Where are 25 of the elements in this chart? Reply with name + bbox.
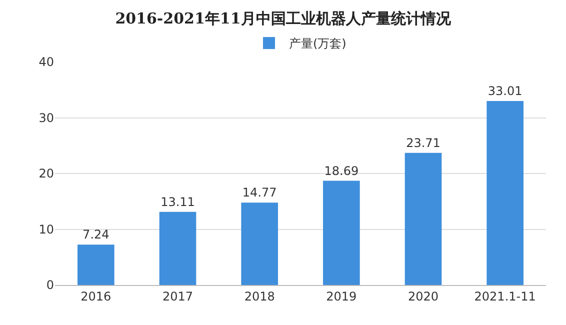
y-tick-label: 20 [38, 166, 54, 181]
chart-title: 2016-2021年11月中国工业机器人产量统计情况 [115, 10, 452, 28]
x-tick-label: 2016 [80, 289, 112, 304]
data-label: 23.71 [406, 136, 440, 150]
legend-label: 产量(万套) [289, 36, 346, 51]
bar [323, 180, 360, 285]
data-label: 7.24 [82, 228, 110, 242]
y-tick-label: 0 [46, 278, 54, 292]
y-tick-label: 40 [38, 55, 54, 70]
x-tick-label: 2020 [408, 289, 439, 304]
y-tick-label: 30 [38, 110, 54, 125]
x-tick-label: 2017 [162, 289, 194, 304]
bar [486, 100, 524, 285]
data-label: 13.11 [160, 194, 195, 209]
bar [78, 244, 114, 285]
x-tick-label: 2018 [244, 289, 275, 304]
y-tick-label: 10 [38, 222, 54, 236]
data-label: 14.77 [242, 186, 277, 200]
data-label: 33.01 [488, 84, 522, 98]
bar [159, 212, 196, 285]
x-tick-label: 2021.1-11 [474, 289, 536, 304]
data-label: 18.69 [324, 164, 359, 178]
x-tick-label: 2019 [326, 289, 357, 304]
bar [241, 202, 278, 285]
bar [404, 152, 442, 285]
